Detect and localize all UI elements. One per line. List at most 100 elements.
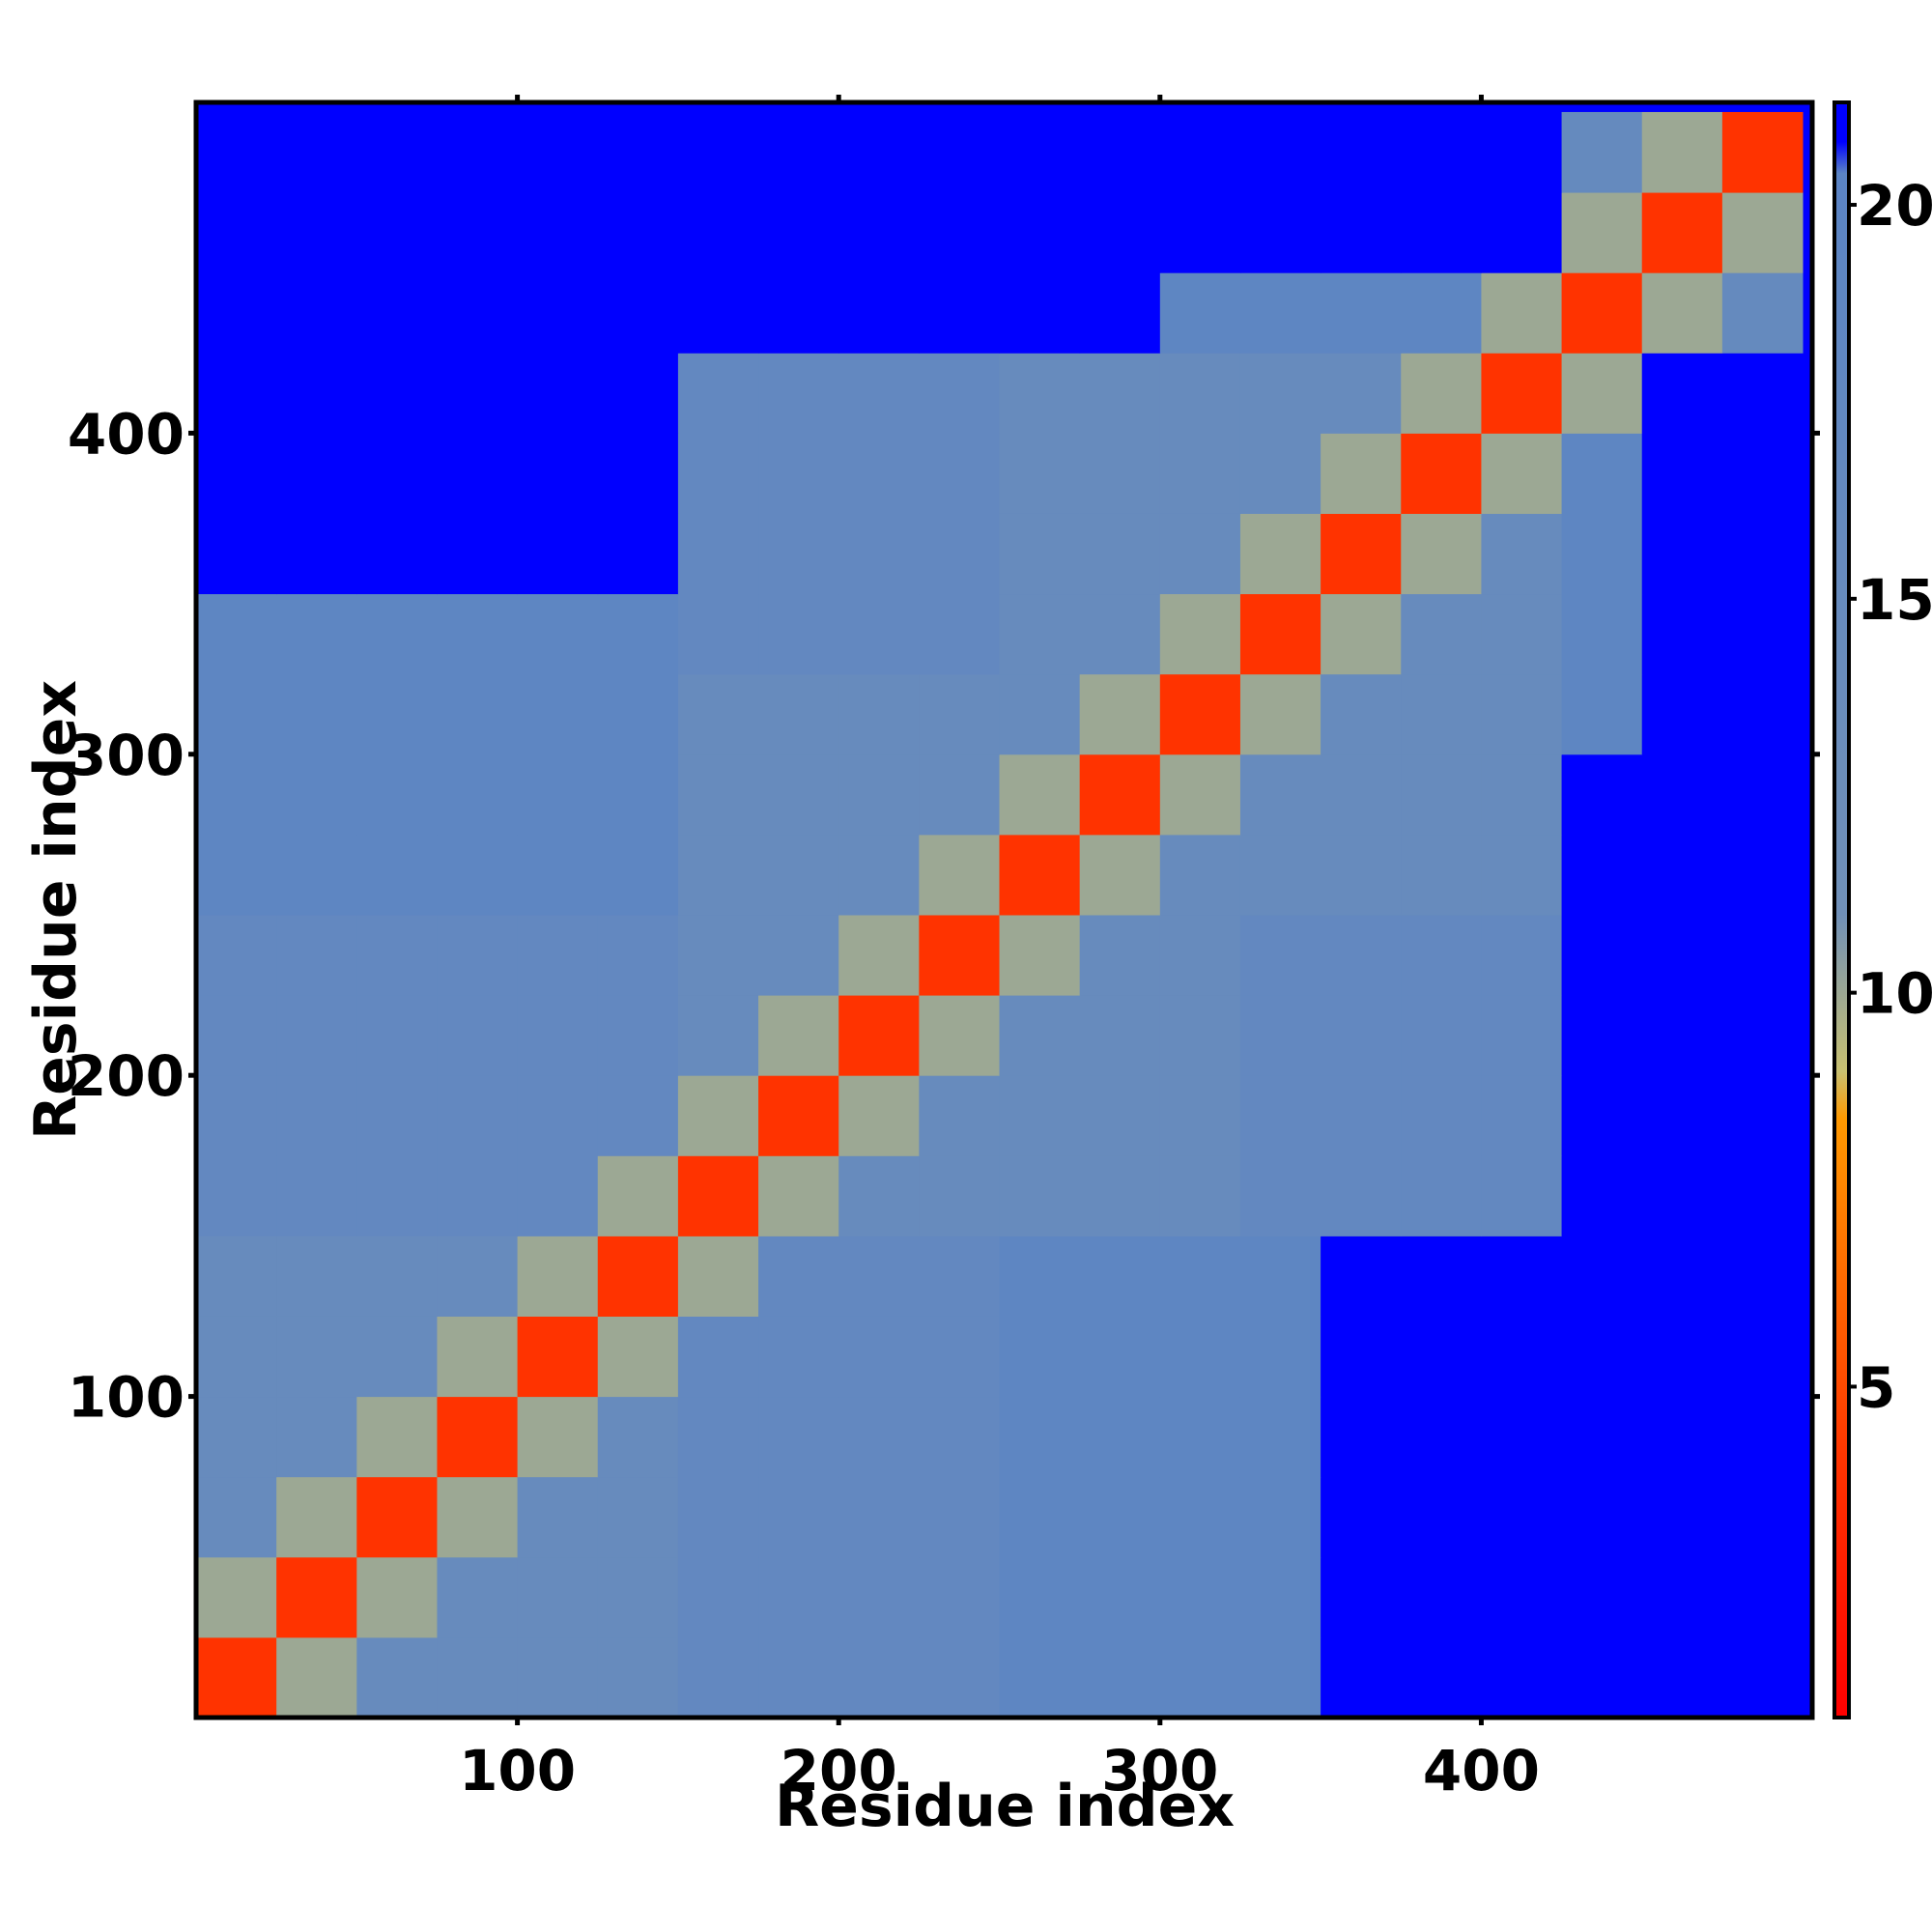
heatmap-cell xyxy=(1239,1316,1321,1398)
heatmap-cell xyxy=(999,1556,1081,1638)
heatmap-cell xyxy=(276,673,357,755)
heatmap-cell xyxy=(999,673,1081,755)
heatmap-cell xyxy=(597,673,679,755)
heatmap-cell xyxy=(1721,433,1804,514)
heatmap-cell xyxy=(276,1636,357,1719)
heatmap-cell xyxy=(1641,593,1723,675)
heatmap-cell xyxy=(356,1236,438,1317)
heatmap-cell xyxy=(999,1316,1081,1398)
heatmap-cell xyxy=(1561,513,1643,595)
heatmap-cell xyxy=(1079,1316,1161,1398)
heatmap-cell xyxy=(1321,753,1402,836)
heatmap-cell xyxy=(838,353,920,434)
heatmap-cell xyxy=(597,1155,679,1236)
heatmap-cell xyxy=(1079,1155,1161,1236)
heatmap-cell xyxy=(517,353,599,434)
heatmap-cell xyxy=(758,1476,839,1558)
heatmap-cell xyxy=(517,433,599,514)
heatmap-cell xyxy=(919,433,1001,514)
heatmap-cell xyxy=(838,1075,920,1156)
heatmap-cell xyxy=(1321,272,1402,354)
heatmap-cell xyxy=(1079,1556,1161,1638)
heatmap-cell xyxy=(919,1236,1001,1317)
heatmap-cell xyxy=(1239,753,1321,836)
heatmap-cell xyxy=(437,272,519,354)
colorbar-tick-label: 15 xyxy=(1857,567,1932,633)
heatmap-cell xyxy=(437,995,519,1076)
heatmap-cell xyxy=(1239,192,1321,273)
plot-frame xyxy=(193,99,1815,1720)
heatmap-cell xyxy=(597,914,679,996)
heatmap-cell xyxy=(437,433,519,514)
heatmap-cell xyxy=(1721,1236,1804,1317)
heatmap-cell xyxy=(1721,673,1804,755)
heatmap-cell xyxy=(1159,834,1241,916)
heatmap-cell xyxy=(1401,995,1482,1076)
heatmap-cell xyxy=(1159,513,1241,595)
heatmap-cell xyxy=(758,673,839,755)
colorbar-tick-label: 10 xyxy=(1857,961,1932,1027)
heatmap-cell xyxy=(1561,673,1643,755)
heatmap-cell xyxy=(919,111,1001,193)
heatmap-cell xyxy=(838,513,920,595)
heatmap-cell xyxy=(597,995,679,1076)
heatmap-cell xyxy=(196,111,277,193)
heatmap-cell xyxy=(1641,1316,1723,1398)
heatmap-cell xyxy=(1239,111,1321,193)
heatmap-cell xyxy=(597,1316,679,1398)
heatmap-cell xyxy=(356,111,438,193)
heatmap-cell xyxy=(276,1075,357,1156)
heatmap-cell xyxy=(356,192,438,273)
heatmap-cell xyxy=(919,1075,1001,1156)
heatmap-cell xyxy=(677,914,759,996)
heatmap-cell xyxy=(758,1636,839,1719)
heatmap-cell xyxy=(758,1075,839,1156)
heatmap-cell xyxy=(1721,111,1804,193)
heatmap-cell xyxy=(1239,513,1321,595)
heatmap-cell xyxy=(517,1236,599,1317)
y-tick-label: 400 xyxy=(68,401,185,467)
heatmap-cell xyxy=(1721,1396,1804,1478)
heatmap-cell xyxy=(356,433,438,514)
heatmap-cell xyxy=(356,1556,438,1638)
heatmap-cell xyxy=(1481,1155,1563,1236)
heatmap-cell xyxy=(1641,1556,1723,1638)
heatmap-cell xyxy=(1159,995,1241,1076)
heatmap-cell xyxy=(517,753,599,836)
heatmap-cell xyxy=(1481,192,1563,273)
heatmap-cell xyxy=(276,834,357,916)
heatmap-cell xyxy=(1321,1316,1402,1398)
heatmap-cell xyxy=(1079,753,1161,836)
heatmap-cell xyxy=(838,433,920,514)
heatmap-cell xyxy=(1239,1476,1321,1558)
heatmap-cell xyxy=(1401,1636,1482,1719)
heatmap-cell xyxy=(1561,192,1643,273)
heatmap-cell xyxy=(437,673,519,755)
heatmap-cell xyxy=(1481,753,1563,836)
heatmap-cell xyxy=(1401,433,1482,514)
heatmap-cell xyxy=(1239,914,1321,996)
heatmap-cell xyxy=(517,1155,599,1236)
heatmap-cell xyxy=(196,914,277,996)
heatmap-cell xyxy=(919,353,1001,434)
heatmap-cell xyxy=(1721,353,1804,434)
x-axis-label: Residue index xyxy=(775,1773,1235,1840)
heatmap-cell xyxy=(517,914,599,996)
heatmap-cell xyxy=(1641,1236,1723,1317)
heatmap-cell xyxy=(1079,1636,1161,1719)
heatmap-cell xyxy=(276,1236,357,1317)
heatmap-cell xyxy=(1481,1396,1563,1478)
heatmap-cell xyxy=(1721,1476,1804,1558)
heatmap-cell xyxy=(356,995,438,1076)
heatmap-cell xyxy=(356,1316,438,1398)
heatmap-cell xyxy=(758,1556,839,1638)
heatmap-cell xyxy=(1561,1236,1643,1317)
heatmap-cell xyxy=(597,834,679,916)
heatmap-cell xyxy=(196,1236,277,1317)
heatmap-cell xyxy=(517,995,599,1076)
heatmap-cell xyxy=(1481,272,1563,354)
heatmap-cell xyxy=(838,1155,920,1236)
heatmap-cell xyxy=(1481,433,1563,514)
heatmap-cell xyxy=(677,753,759,836)
